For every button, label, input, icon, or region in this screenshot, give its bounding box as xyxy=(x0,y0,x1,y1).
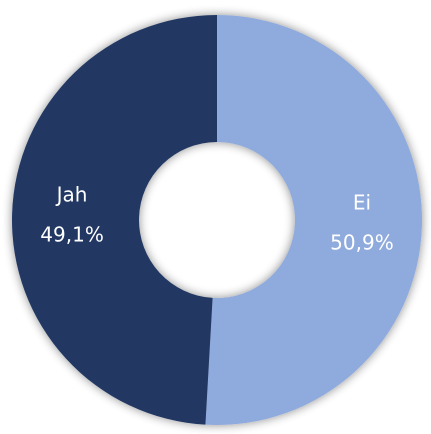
slice-category-label: Ei xyxy=(353,191,371,215)
slice xyxy=(205,15,423,426)
slice-category-label: Jah xyxy=(55,182,88,206)
slice xyxy=(12,15,217,425)
donut xyxy=(12,15,423,426)
slice-value-label: 49,1% xyxy=(40,222,104,246)
slice-value-label: 50,9% xyxy=(330,231,394,255)
